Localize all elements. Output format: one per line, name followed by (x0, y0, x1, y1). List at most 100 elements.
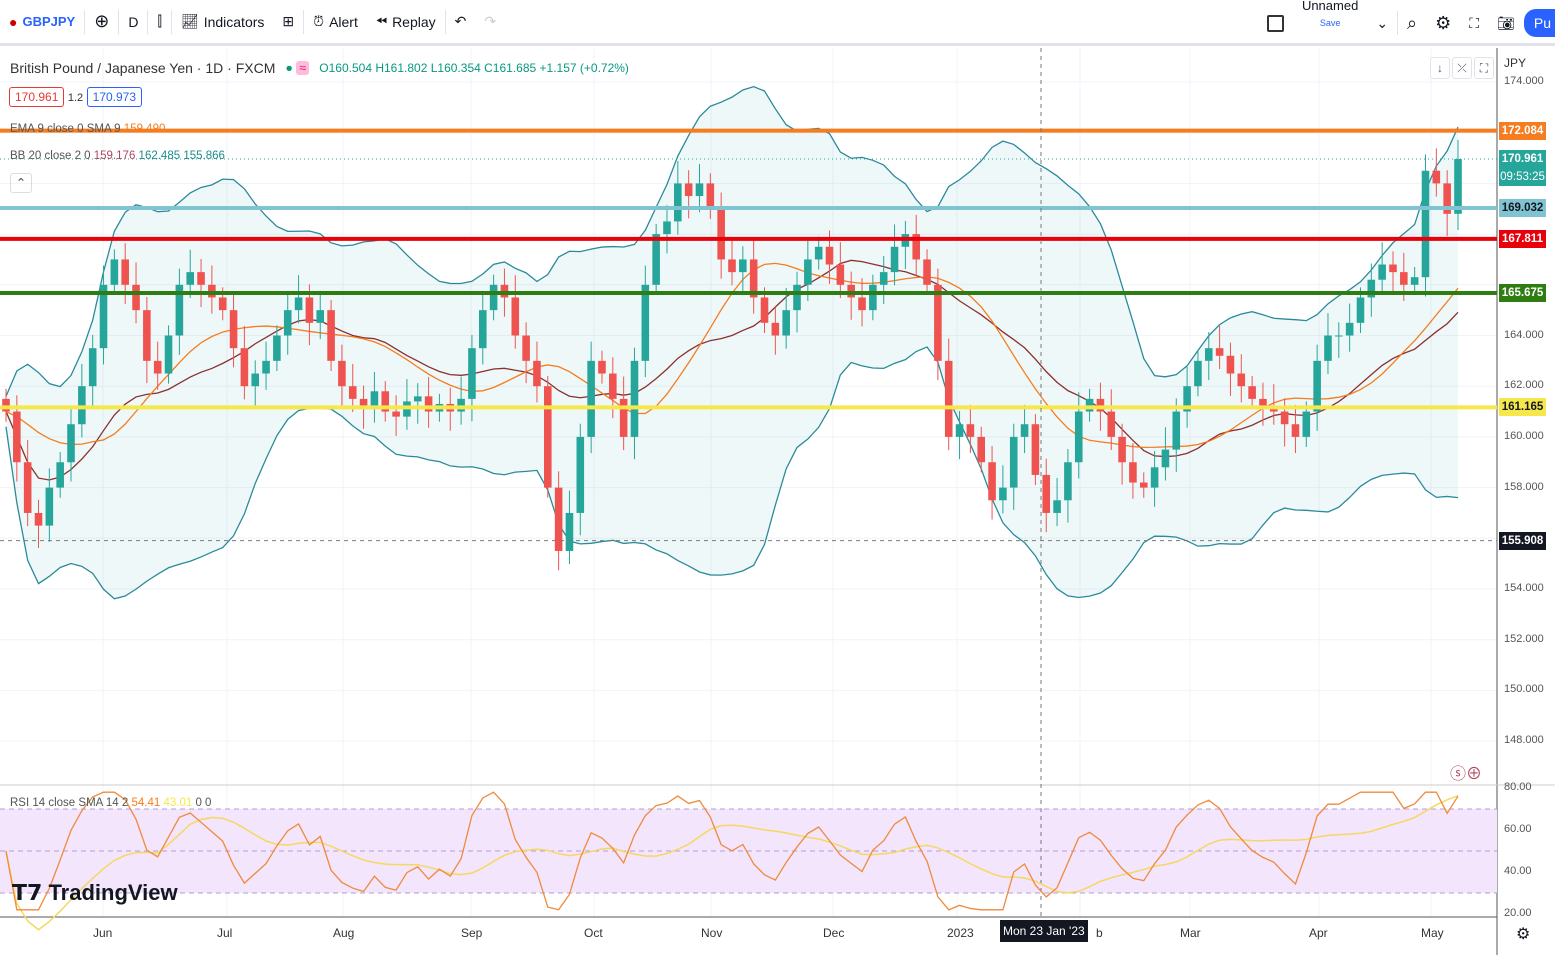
publish-button[interactable]: Pu (1523, 9, 1555, 37)
compare-button[interactable]: ⊕ (85, 0, 118, 45)
alarm-icon: ⏰︎ (313, 13, 325, 29)
fullscreen-button[interactable]: ⛶ (1460, 0, 1488, 46)
candle-body (186, 272, 195, 285)
candle-body (294, 297, 303, 311)
bar-countdown-label: 09:53:25 (1499, 168, 1546, 187)
candle-body (338, 360, 346, 387)
layout-button[interactable] (1258, 0, 1293, 46)
candle-body (1172, 411, 1181, 450)
candle-body (489, 284, 498, 311)
indicators-button[interactable]: 📈︎ Indicators (180, 13, 265, 30)
candle-body (1226, 355, 1235, 374)
collapse-legend-button[interactable]: ⌃ (10, 173, 32, 193)
collapse-pane-button[interactable]: ⤫ (1452, 57, 1472, 79)
interval-button[interactable]: D (128, 13, 139, 30)
candle-body (413, 396, 422, 402)
candle-body (966, 424, 975, 437)
candle-body (565, 512, 574, 551)
bb-legend[interactable]: BB 20 close 2 0 159.176 162.485 155.866 (10, 150, 225, 162)
candle-body (1356, 297, 1365, 323)
candle-body (1204, 348, 1213, 361)
square-icon (1266, 14, 1284, 32)
candle-body (262, 360, 270, 374)
rsi-tick: 40.00 (1504, 865, 1532, 877)
candle-body (879, 272, 888, 285)
candle-body (814, 246, 823, 260)
rsi-legend[interactable]: RSI 14 close SMA 14 2 54.41 43.01 0 0 (10, 797, 212, 809)
chart-legend-header: British Pound / Japanese Yen · 1D · FXCM… (10, 60, 629, 76)
bollinger-fill (6, 86, 1458, 599)
candle-body (543, 386, 552, 488)
settings-button[interactable]: ⚙ (1426, 0, 1460, 46)
candle-body (684, 183, 693, 197)
candle-body (674, 183, 682, 222)
alert-button[interactable]: ⏰︎ Alert (313, 13, 358, 30)
candle-body (1096, 398, 1105, 412)
symbol-search[interactable]: ● GBPJPY (9, 13, 76, 30)
top-toolbar: ● GBPJPY ⊕ D ⫿ 📈︎ Indicators ⊞ ⏰︎ Alert ⏪︎ R… (0, 0, 1555, 46)
candle-body (143, 310, 151, 361)
undo-button[interactable]: ↶ (446, 0, 476, 45)
redo-icon: ↷ (484, 13, 497, 29)
candle-body (1237, 373, 1246, 387)
price-tick: 162.000 (1504, 379, 1544, 392)
currency-selector[interactable]: JPY (1504, 56, 1527, 70)
candle-body (1161, 449, 1170, 468)
crosshair-date-label: Mon 23 Jan '23 (1000, 920, 1088, 942)
redo-button[interactable]: ↷ (475, 0, 505, 45)
candle-body (1118, 436, 1126, 463)
status-dots: ● ≈ (285, 61, 310, 75)
ema-legend[interactable]: EMA 9 close 0 SMA 9 159.490 (10, 123, 166, 135)
candle-body (56, 462, 64, 488)
chart-type-button[interactable]: ⫿ (148, 0, 170, 45)
buy-button[interactable]: 170.973 (86, 87, 143, 107)
layout-dropdown[interactable]: ⌄ (1367, 0, 1397, 46)
candle-body (1400, 272, 1408, 285)
candle-body (1215, 348, 1224, 356)
price-tick: 158.000 (1504, 480, 1544, 493)
candle-body (424, 396, 433, 412)
search-button[interactable]: ⌕ (1398, 0, 1426, 46)
candle-body (1042, 474, 1051, 513)
open-value: O160.504 (319, 61, 372, 75)
candle-body (1194, 360, 1202, 387)
time-tick: Jul (217, 926, 233, 940)
replay-button[interactable]: ⏪︎ Replay (375, 13, 436, 30)
candle-body (1324, 335, 1332, 361)
candle-body (1139, 482, 1148, 488)
time-tick: May (1421, 926, 1444, 940)
candle-body (273, 335, 281, 361)
candle-body (511, 297, 520, 336)
settings-axis-button[interactable]: ⚙ (1516, 924, 1530, 944)
chart-canvas[interactable] (0, 48, 1555, 955)
sell-button[interactable]: 170.961 (9, 87, 65, 107)
candle-body (858, 297, 866, 311)
candle-body (1454, 159, 1462, 214)
candle-body (45, 487, 54, 526)
time-tick: Mar (1180, 926, 1201, 940)
candle-body (825, 246, 834, 265)
candle-body (370, 391, 379, 407)
undo-icon: ↶ (454, 13, 467, 29)
candle-body (728, 259, 736, 273)
trade-buttons: 170.961 1.2 170.973 (9, 87, 143, 107)
candle-body (1074, 411, 1083, 463)
alert-icons[interactable]: ⓢ⊕ (1450, 760, 1482, 784)
candle-body (23, 462, 32, 513)
candle-body (619, 398, 628, 437)
scroll-down-button[interactable]: ↓ (1430, 57, 1450, 79)
layout-name[interactable]: Unnamed Save (1301, 0, 1359, 28)
collapse-icon: ⤫ (1457, 61, 1467, 75)
maximize-pane-button[interactable]: ⛶ (1474, 57, 1494, 79)
candle-body (359, 398, 368, 407)
low-value: L160.354 (430, 61, 481, 75)
price-tick: 150.000 (1504, 683, 1544, 696)
snapshot-button[interactable]: 📷︎ (1488, 0, 1524, 46)
fullscreen-icon: ⛶ (1469, 14, 1480, 31)
globe-icon: ⊕ (1466, 766, 1483, 783)
candle-body (34, 512, 43, 526)
bollinger-upper (5, 85, 1459, 397)
templates-button[interactable]: ⊞ (273, 0, 303, 45)
time-tick: Aug (333, 926, 355, 940)
price-tick: 148.000 (1504, 734, 1544, 747)
